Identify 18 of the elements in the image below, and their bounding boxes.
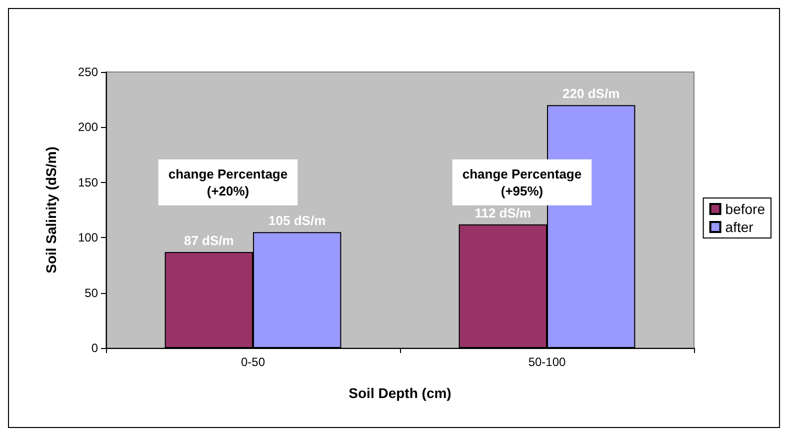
x-tick-label: 50-100 xyxy=(528,355,566,369)
y-axis-title: Soil Salinity (dS/m) xyxy=(43,146,59,274)
legend-label: after xyxy=(725,219,754,235)
legend-label: before xyxy=(725,201,766,217)
y-tick-label: 250 xyxy=(78,65,98,79)
y-tick-label: 200 xyxy=(78,120,98,134)
y-tick-label: 150 xyxy=(78,175,98,190)
data-label: 105 dS/m xyxy=(268,213,326,228)
y-tick-label: 50 xyxy=(84,286,98,300)
y-tick-label: 100 xyxy=(78,230,98,245)
data-label: 220 dS/m xyxy=(562,86,620,102)
data-label: 87 dS/m xyxy=(184,232,234,248)
annotation: change Percentage (+95%) xyxy=(462,166,582,198)
x-axis-title: Soil Depth (cm) xyxy=(348,385,452,401)
data-label: 112 dS/m xyxy=(474,205,532,220)
annotation: change Percentage (+20%) xyxy=(168,166,288,198)
x-tick-label: 0-50 xyxy=(240,355,266,369)
y-tick-label: 0 xyxy=(91,341,98,355)
